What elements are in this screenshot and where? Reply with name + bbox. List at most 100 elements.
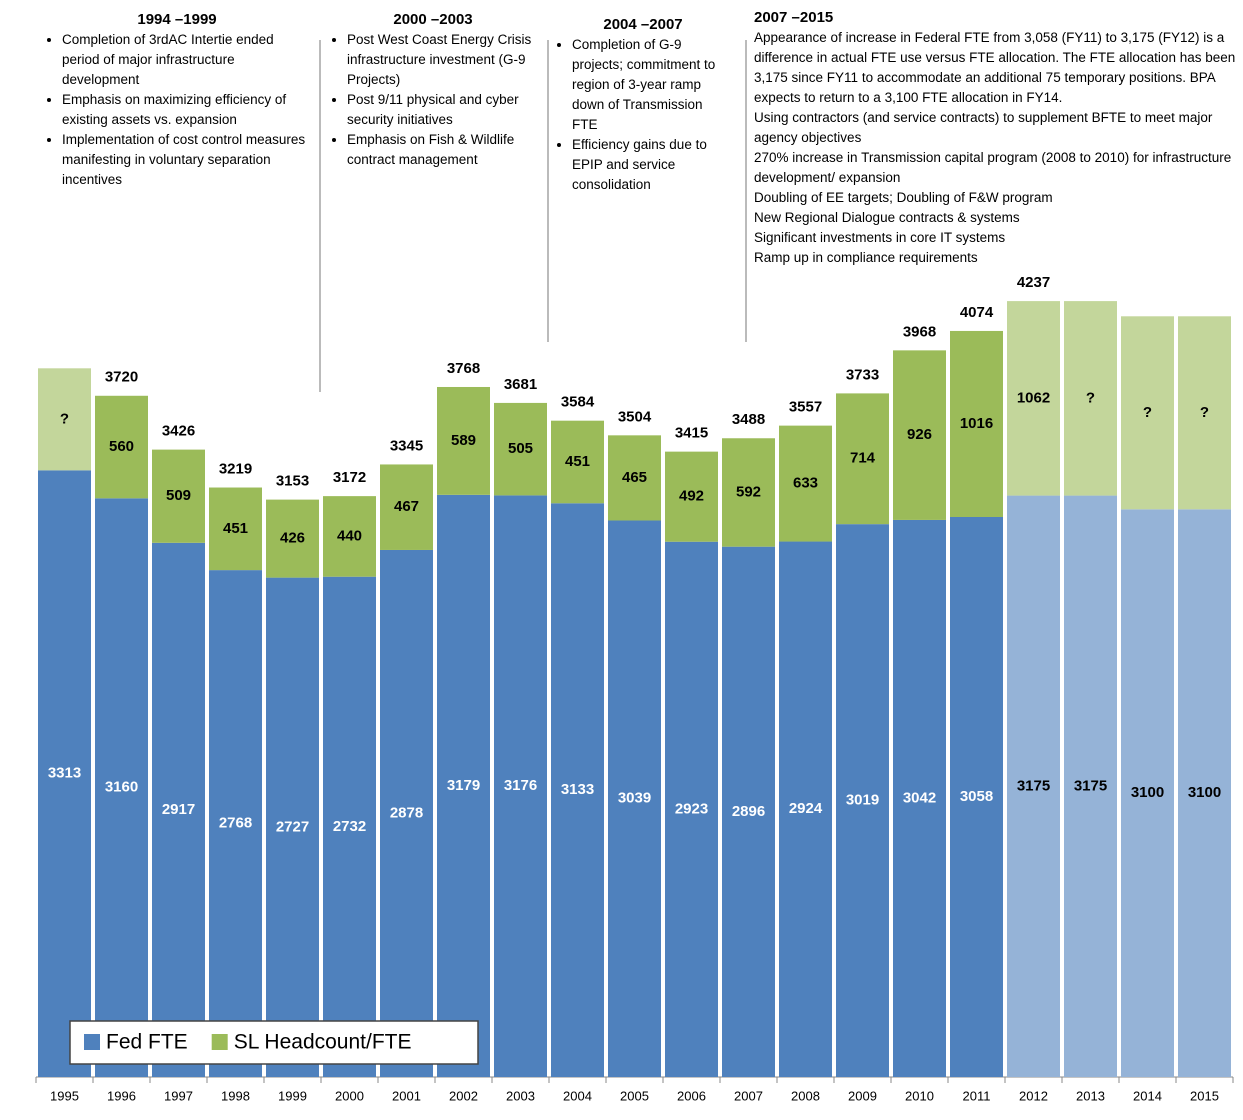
value-label: 451	[565, 453, 590, 470]
bar-segment	[494, 402, 547, 496]
value-label: 589	[451, 432, 476, 449]
bar-segment	[1064, 301, 1117, 496]
annotation: 2004 –2007 Completion of G-9 projects; co…	[558, 15, 728, 195]
value-label: 2727	[276, 818, 309, 835]
bullet: Implementation of cost control measures …	[62, 130, 306, 190]
x-tick-label: 1998	[221, 1088, 250, 1103]
bullet-list: Completion of G-9 projects; commitment t…	[558, 35, 728, 195]
annotation-line: Appearance of increase in Federal FTE fr…	[754, 30, 1236, 105]
bar-segment	[1121, 509, 1174, 1077]
bar-segment	[437, 386, 490, 495]
total-label: 3415	[675, 425, 708, 442]
value-label: 1016	[960, 415, 993, 432]
value-label: 2896	[732, 803, 765, 820]
value-label: 2768	[219, 815, 252, 832]
value-label: 714	[850, 450, 876, 467]
value-label: 509	[166, 487, 191, 504]
legend-swatch	[211, 1034, 228, 1050]
value-label: 3133	[561, 781, 594, 798]
bullet: Post West Coast Energy Crisis infrastruc…	[347, 30, 533, 90]
bar-segment	[1178, 509, 1231, 1077]
bar-segment	[380, 464, 433, 550]
value-label: 3175	[1074, 777, 1107, 794]
value-label: 492	[679, 488, 704, 505]
value-label: 3179	[447, 777, 480, 794]
total-label: 4237	[1017, 274, 1050, 291]
annotation-title: 2004 –2007	[603, 16, 683, 33]
bar-segment	[380, 549, 433, 1077]
bar-segment	[950, 517, 1003, 1077]
x-tick-label: 2009	[848, 1088, 877, 1103]
x-tick-label: 1995	[50, 1088, 79, 1103]
annotation: 2000 –2003 Post West Coast Energy Crisis …	[333, 10, 533, 170]
bullet: Emphasis on maximizing efficiency of exi…	[62, 90, 306, 130]
bar-segment	[722, 546, 775, 1077]
bar-segment	[608, 435, 661, 521]
total-label: 3968	[903, 323, 936, 340]
total-label: 3557	[789, 399, 822, 416]
value-label: 633	[793, 475, 818, 492]
legend-label: Fed FTE	[106, 1031, 188, 1054]
x-tick-label: 2013	[1076, 1088, 1105, 1103]
value-label: 560	[109, 438, 134, 455]
value-label: 505	[508, 440, 533, 457]
x-tick-label: 2000	[335, 1088, 364, 1103]
legend-label: SL Headcount/FTE	[234, 1031, 412, 1054]
x-tick-label: 2006	[677, 1088, 706, 1103]
total-label: 3681	[504, 376, 537, 393]
total-label: 3504	[618, 408, 652, 425]
value-label: 2923	[675, 800, 708, 817]
annotation-line: New Regional Dialogue contracts & system…	[754, 210, 1020, 225]
x-tick-label: 1999	[278, 1088, 307, 1103]
bar-segment	[1178, 316, 1231, 510]
annotation-line: Ramp up in compliance requirements	[754, 250, 978, 265]
value-label: 3176	[504, 777, 537, 794]
annotation-title: 2007 –2015	[754, 9, 834, 26]
total-label: 3584	[561, 394, 595, 411]
value-label: 3100	[1131, 784, 1164, 801]
value-label: ?	[1143, 404, 1152, 421]
bar-segment	[950, 330, 1003, 518]
bar-segment	[152, 449, 205, 543]
x-tick-label: 2003	[506, 1088, 535, 1103]
value-label: 3058	[960, 788, 993, 805]
bar-segment	[95, 498, 148, 1077]
value-label: 2732	[333, 818, 366, 835]
bar-segment	[893, 350, 946, 520]
bar-segment	[551, 503, 604, 1077]
bar-segment	[209, 570, 262, 1077]
annotation: 2007 –2015 Appearance of increase in Fede…	[754, 8, 1240, 268]
legend: Fed FTE SL Headcount/FTE	[69, 1020, 479, 1065]
bullet: Emphasis on Fish & Wildlife contract man…	[347, 130, 533, 170]
total-label: 3720	[105, 369, 138, 386]
bar-segment	[608, 520, 661, 1077]
annotation-title: 2000 –2003	[393, 11, 473, 28]
value-label: 926	[907, 426, 932, 443]
bar-segment	[1064, 495, 1117, 1077]
x-tick-label: 1996	[107, 1088, 136, 1103]
bullet: Completion of 3rdAC Intertie ended perio…	[62, 30, 306, 90]
bar-segment	[266, 499, 319, 578]
total-label: 3345	[390, 437, 423, 454]
value-label: 592	[736, 483, 761, 500]
total-label: 3488	[732, 411, 765, 428]
x-tick-label: 2007	[734, 1088, 763, 1103]
value-label: ?	[1086, 389, 1095, 406]
total-label: 3172	[333, 469, 366, 486]
bar-segment	[551, 420, 604, 504]
x-tick-label: 2008	[791, 1088, 820, 1103]
total-label: 3768	[447, 360, 480, 377]
bar-segment	[722, 438, 775, 547]
total-label: 3153	[276, 473, 309, 490]
bar-segment	[266, 577, 319, 1077]
annotation-title: 1994 –1999	[137, 11, 217, 28]
bar-segment	[836, 524, 889, 1077]
annotation-line: 270% increase in Transmission capital pr…	[754, 150, 1232, 185]
x-tick-label: 2012	[1019, 1088, 1048, 1103]
x-tick-label: 2004	[563, 1088, 592, 1103]
bullet: Post 9/11 physical and cyber security in…	[347, 90, 533, 130]
value-label: 3160	[105, 779, 138, 796]
bar-segment	[665, 451, 718, 542]
